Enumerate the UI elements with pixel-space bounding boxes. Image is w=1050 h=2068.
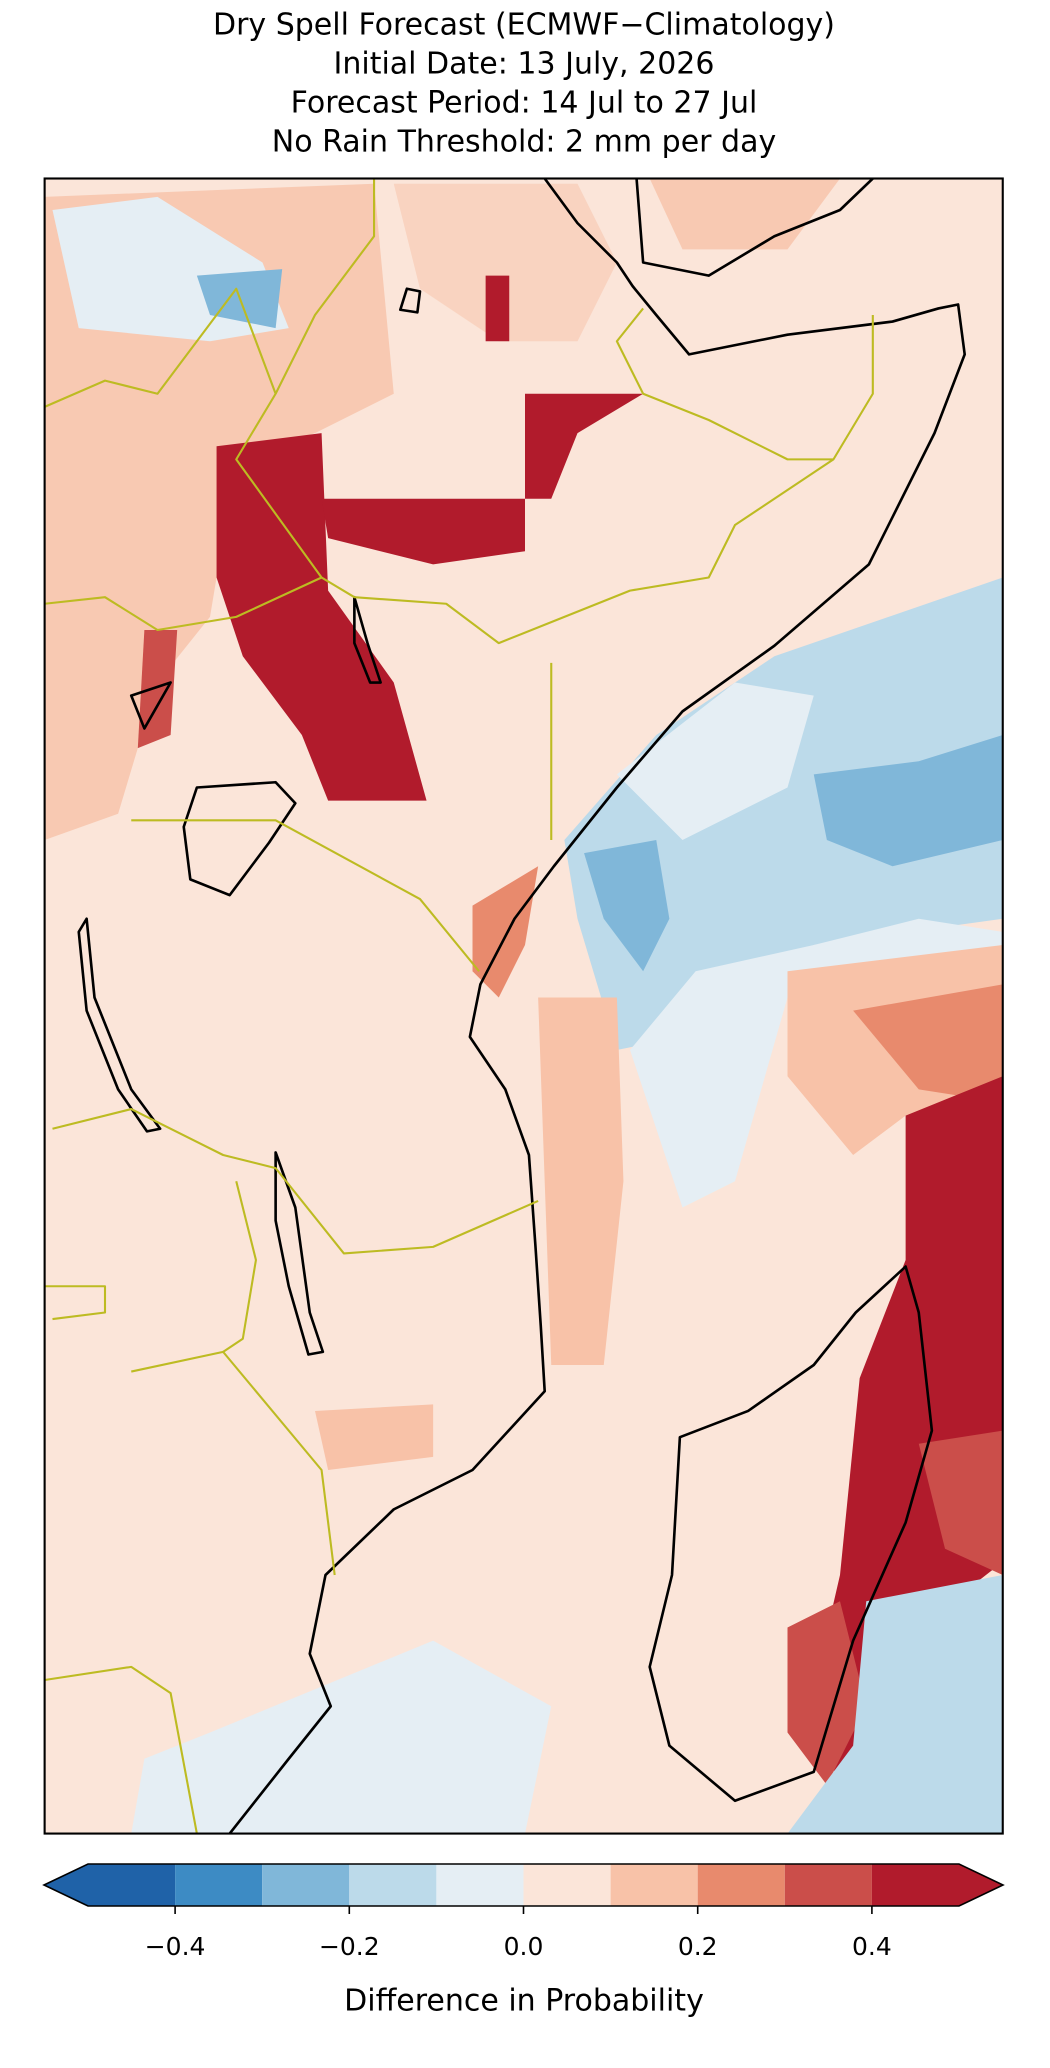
field-patch: [472, 866, 539, 998]
colorbar-segment: [871, 1864, 959, 1906]
country-border: [44, 287, 277, 408]
country-border: [44, 1285, 107, 1321]
country-border: [52, 1108, 539, 1255]
colorbar-tick-label: −0.4: [145, 1932, 206, 1961]
field-patch: [813, 735, 1003, 867]
colorbar-segment: [88, 1864, 176, 1906]
colorbar-segment: [610, 1864, 698, 1906]
coastline: [635, 178, 874, 277]
colorbar-tick-label: 0.4: [852, 1932, 892, 1961]
field-patch: [787, 1601, 867, 1785]
field-patch: [918, 1430, 1003, 1575]
colorbar: −0.4 −0.2 0.0 0.2 0.4: [42, 1863, 1005, 1961]
field-patch: [538, 997, 624, 1365]
map: [43, 177, 1004, 1835]
field-patch: [616, 682, 814, 840]
colorbar-segment: [523, 1864, 611, 1906]
title-line: Initial Date: 13 July, 2026: [334, 47, 715, 82]
colorbar-tick-label: 0.2: [678, 1932, 718, 1961]
country-border: [44, 1665, 198, 1834]
colorbar-outline: [42, 1863, 1005, 1907]
colorbar-segment: [262, 1864, 350, 1906]
field-patch: [137, 630, 178, 749]
colorbar-extend-high: [959, 1864, 1003, 1906]
field-patch: [649, 178, 840, 250]
lake: [399, 287, 422, 314]
field-patch: [315, 1404, 434, 1470]
field-patch: [787, 1575, 1003, 1834]
colorbar-extend-low: [44, 1864, 88, 1906]
colorbar-segment: [697, 1864, 785, 1906]
lake: [77, 917, 162, 1133]
field-patch: [525, 393, 644, 499]
colorbar-segment: [349, 1864, 437, 1906]
field-patch: [853, 984, 1003, 1103]
colorbar-segment: [175, 1864, 263, 1906]
title-line: No Rain Threshold: 2 mm per day: [272, 125, 776, 160]
lake: [274, 1151, 325, 1356]
colorbar-label: Difference in Probability: [344, 1984, 704, 2019]
country-border: [131, 1350, 336, 1576]
colorbar-tick-label: −0.2: [319, 1932, 380, 1961]
country-border: [131, 819, 480, 972]
title-line: Dry Spell Forecast (ECMWF−Climatology): [213, 8, 835, 43]
coastline: [228, 178, 966, 1834]
field-patch: [485, 275, 510, 342]
colorbar-tick-label: 0.0: [504, 1932, 544, 1961]
lake: [353, 595, 382, 684]
map-frame: [43, 177, 1004, 1835]
title-block: Dry Spell Forecast (ECMWF−Climatology) In…: [213, 8, 835, 160]
country-border: [222, 1180, 257, 1353]
field-patch: [216, 433, 427, 801]
field-patch: [393, 183, 617, 342]
lake: [129, 681, 172, 730]
colorbar-segment: [784, 1864, 872, 1906]
country-border: [235, 178, 874, 645]
map-field: [44, 178, 1003, 1834]
lake: [182, 780, 297, 897]
colorbar-segment: [436, 1864, 524, 1906]
field-patch: [584, 840, 670, 972]
country-border: [44, 576, 323, 632]
field-patch: [800, 1076, 1003, 1785]
field-patch: [131, 1640, 552, 1834]
country-border: [615, 307, 834, 461]
coastline: [648, 1265, 934, 1803]
field-patch: [630, 918, 1003, 1208]
field-patch: [321, 498, 525, 565]
title-line: Forecast Period: 14 Jul to 27 Jul: [291, 86, 758, 121]
